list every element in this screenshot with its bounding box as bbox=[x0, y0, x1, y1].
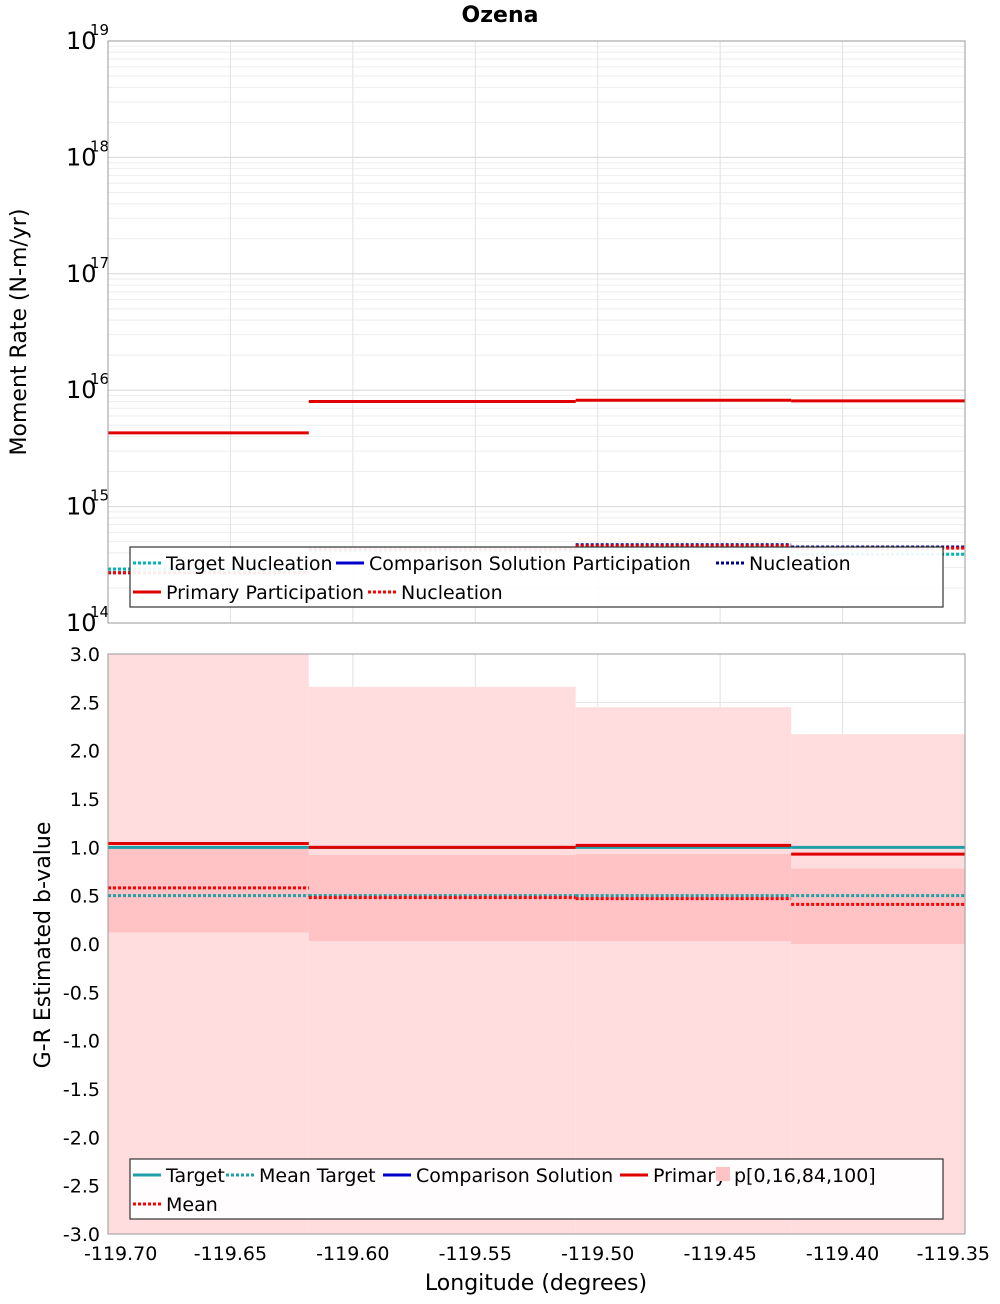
y-tick-label: 0.0 bbox=[70, 934, 100, 956]
x-tick-label: -119.65 bbox=[194, 1243, 267, 1265]
legend-swatch bbox=[716, 1167, 730, 1181]
band-segment bbox=[108, 848, 309, 933]
y-tick-exponent: 19 bbox=[90, 21, 109, 39]
y-tick-label: 1.0 bbox=[70, 837, 100, 859]
y-tick-label: 2.0 bbox=[70, 741, 100, 763]
legend-label: Primary Participation bbox=[166, 582, 364, 604]
y-tick-exponent: 16 bbox=[90, 370, 109, 388]
legend-label: Primary bbox=[653, 1165, 726, 1187]
y-tick-label: -1.5 bbox=[63, 1079, 100, 1101]
x-tick-label: -119.40 bbox=[806, 1243, 879, 1265]
x-tick-label: -119.50 bbox=[561, 1243, 634, 1265]
x-tick-label: -119.60 bbox=[316, 1243, 389, 1265]
legend-label: Target Nucleation bbox=[165, 553, 333, 575]
legend-label: Nucleation bbox=[749, 553, 851, 575]
band-segment bbox=[575, 707, 792, 1234]
b-value-panel: 3.0 2.5 2.0 1.5 1.0 0.5 0.0 -0.5 -1.0 -1.5 -2.0 -2.… bbox=[63, 644, 990, 1265]
band-segment bbox=[308, 686, 576, 1234]
y-tick-label: 3.0 bbox=[70, 644, 100, 666]
y-tick-label: 10 bbox=[66, 27, 97, 55]
y-tick-label: 0.5 bbox=[70, 886, 100, 908]
top-y-axis-label: Moment Rate (N-m/yr) bbox=[7, 209, 32, 456]
y-tick-label: -0.5 bbox=[63, 982, 100, 1004]
legend-label: Mean Target bbox=[259, 1165, 376, 1187]
y-tick-label: -2.5 bbox=[63, 1176, 100, 1198]
plot-frame bbox=[107, 40, 966, 624]
x-tick-label: -119.45 bbox=[683, 1243, 756, 1265]
y-tick-exponent: 17 bbox=[90, 254, 109, 272]
x-tick-label: -119.70 bbox=[84, 1243, 157, 1265]
y-tick-label: -2.0 bbox=[63, 1127, 100, 1149]
band-segment bbox=[108, 654, 309, 1234]
legend-box bbox=[129, 546, 944, 608]
y-tick-label: 10 bbox=[66, 609, 97, 637]
x-tick-label: -119.55 bbox=[439, 1243, 512, 1265]
plot-area bbox=[108, 41, 965, 623]
legend-label: Comparison Solution Participation bbox=[369, 553, 691, 575]
y-tick-label: 2.5 bbox=[70, 692, 100, 714]
y-tick-exponent: 18 bbox=[90, 137, 109, 155]
legend-box bbox=[129, 1158, 944, 1220]
legend-label: Comparison Solution bbox=[416, 1165, 613, 1187]
x-axis-label: Longitude (degrees) bbox=[425, 1271, 647, 1296]
legend-label: p[0,16,84,100] bbox=[734, 1165, 876, 1187]
y-tick-label: 10 bbox=[66, 143, 97, 171]
y-tick-label: -1.0 bbox=[63, 1031, 100, 1053]
y-tick-exponent: 15 bbox=[90, 487, 109, 505]
legend-label: Target bbox=[165, 1165, 225, 1187]
band-segment bbox=[791, 868, 965, 944]
legend-label: Nucleation bbox=[401, 582, 503, 604]
legend: Target Nucleation Comparison Solution Par… bbox=[129, 546, 944, 608]
band-segment bbox=[791, 734, 965, 1234]
y-tick-label: 1.5 bbox=[70, 789, 100, 811]
x-tick-label: -119.35 bbox=[917, 1243, 990, 1265]
chart-title: Ozena bbox=[462, 3, 539, 28]
legend-label: Mean bbox=[166, 1194, 218, 1216]
y-tick-label: 10 bbox=[66, 376, 97, 404]
legend: Target Mean Target Comparison Solution Prim… bbox=[129, 1158, 944, 1220]
bottom-y-axis-label: G-R Estimated b-value bbox=[31, 822, 56, 1069]
plot-frame bbox=[107, 653, 966, 1235]
y-tick-exponent: 14 bbox=[90, 603, 109, 621]
y-tick-label: -3.0 bbox=[63, 1224, 100, 1246]
y-tick-label: 10 bbox=[66, 260, 97, 288]
y-tick-label: 10 bbox=[66, 493, 97, 521]
